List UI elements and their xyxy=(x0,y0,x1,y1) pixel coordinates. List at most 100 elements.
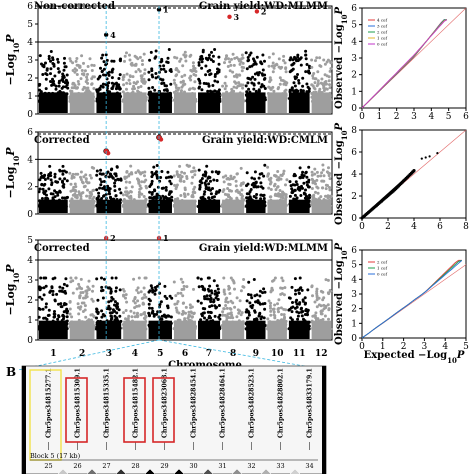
snp-point xyxy=(314,182,317,186)
snp-point xyxy=(135,288,139,292)
snp-point xyxy=(213,48,217,51)
snp-point xyxy=(213,79,217,83)
snp-point xyxy=(155,170,158,174)
snp-point xyxy=(164,186,168,189)
snp-point xyxy=(273,182,277,186)
snp-point xyxy=(199,301,203,305)
snp-point xyxy=(114,289,118,293)
snp-point xyxy=(38,54,42,58)
y-tick-label: 0 xyxy=(351,214,357,224)
snp-point xyxy=(258,312,262,316)
snp-point xyxy=(47,308,51,312)
snp-point xyxy=(107,186,111,190)
snp-point xyxy=(125,81,129,85)
snp-point xyxy=(170,296,174,300)
snp-point xyxy=(221,310,225,314)
snp-point xyxy=(200,88,204,92)
snp-point xyxy=(225,316,229,320)
snp-point xyxy=(249,77,253,81)
snp-point xyxy=(137,304,141,308)
snp-point xyxy=(51,56,55,60)
snp-point xyxy=(296,314,300,318)
snp-point xyxy=(193,80,197,84)
snp-point xyxy=(75,196,79,200)
snp-point xyxy=(299,88,303,92)
snp-name: Chr5pos34828464.1 xyxy=(220,368,227,438)
snp-point xyxy=(69,89,72,93)
y-axis-label: −Log10P xyxy=(4,147,21,199)
snp-point xyxy=(200,66,204,70)
snp-point xyxy=(49,67,53,71)
snp-point xyxy=(85,289,89,293)
snp-point xyxy=(172,280,176,284)
snp-point xyxy=(143,72,147,76)
snp-point xyxy=(113,172,117,176)
snp-point xyxy=(235,296,239,300)
snp-point-band xyxy=(123,92,147,113)
snp-point xyxy=(301,186,304,190)
snp-point xyxy=(102,60,106,64)
snp-point xyxy=(296,73,299,76)
snp-point xyxy=(263,307,267,311)
x-tick-label: 5 xyxy=(446,112,452,122)
snp-point xyxy=(299,63,303,67)
snp-point xyxy=(130,61,134,65)
snp-point xyxy=(136,86,140,89)
snp-point xyxy=(322,179,326,183)
snp-point-band xyxy=(69,199,95,213)
snp-point-band xyxy=(148,320,172,339)
snp-point xyxy=(228,286,231,290)
snp-point xyxy=(181,64,185,68)
snp-point xyxy=(191,169,195,173)
snp-point xyxy=(134,82,138,86)
snp-point xyxy=(49,171,53,175)
snp-point xyxy=(218,188,222,192)
snp-point xyxy=(319,312,323,316)
snp-point xyxy=(196,276,200,280)
snp-point xyxy=(193,169,197,173)
snp-point xyxy=(324,80,328,83)
snp-point xyxy=(162,88,166,92)
snp-point xyxy=(153,292,157,296)
snp-point xyxy=(316,191,320,195)
snp-point xyxy=(128,82,132,86)
snp-point xyxy=(44,87,48,91)
snp-name: Chr5pos34828454.1 xyxy=(191,368,198,438)
snp-point xyxy=(328,69,332,73)
snp-point xyxy=(136,286,140,290)
snp-point xyxy=(246,59,250,63)
snp-point xyxy=(128,53,131,57)
snp-point xyxy=(201,307,205,310)
snp-point xyxy=(143,68,147,72)
qq-points xyxy=(360,152,439,220)
y-tick-label: 3 xyxy=(351,290,357,300)
snp-point xyxy=(113,314,117,318)
snp-point xyxy=(274,192,278,196)
snp-point xyxy=(246,316,250,320)
snp-point xyxy=(75,86,79,90)
snp-point xyxy=(229,311,233,315)
snp-point xyxy=(48,164,52,168)
y-tick-label: 4 xyxy=(27,256,33,266)
snp-point-band xyxy=(198,320,221,339)
snp-point xyxy=(169,82,173,86)
qq-point xyxy=(420,157,423,160)
snp-point xyxy=(150,192,154,196)
snp-point xyxy=(229,276,233,280)
snp-point xyxy=(324,183,328,187)
snp-point xyxy=(40,197,44,200)
snp-point xyxy=(118,87,122,91)
snp-point xyxy=(223,192,227,196)
snp-point xyxy=(172,78,176,82)
snp-point xyxy=(86,188,89,192)
snp-point xyxy=(181,280,185,284)
snp-point xyxy=(165,60,169,64)
snp-point xyxy=(56,57,60,61)
snp-point xyxy=(306,288,310,292)
snp-point xyxy=(106,84,110,88)
snp-point xyxy=(258,172,262,176)
snp-point-band xyxy=(69,92,95,113)
snp-name: Chr5pos34815335.1 xyxy=(104,368,111,438)
snp-point xyxy=(326,278,330,282)
